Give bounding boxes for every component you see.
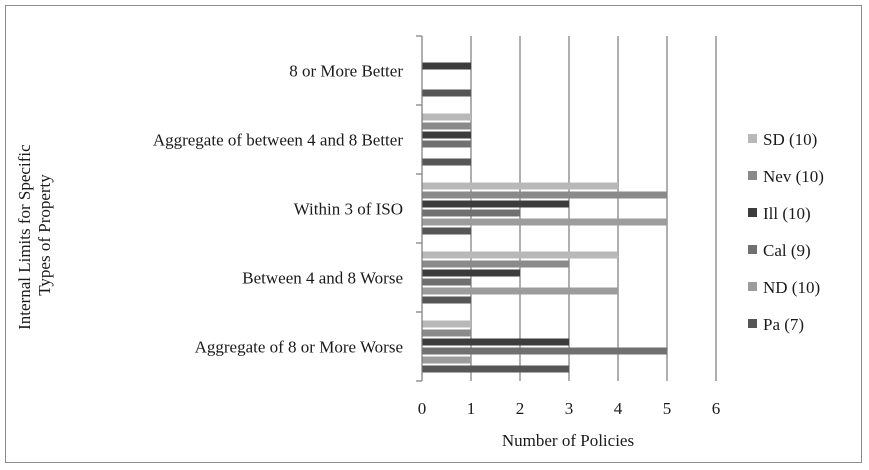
bar-pa	[422, 158, 471, 166]
legend-label: Nev (10)	[763, 167, 824, 186]
y-category-label: 8 or More Better	[289, 62, 403, 81]
x-tick-label-3: 3	[565, 399, 574, 418]
legend-swatch	[748, 319, 757, 328]
y-axis-title-line-1: Internal Limits for Specific	[15, 144, 34, 330]
y-axis-title-line-2: Types of Property	[35, 174, 54, 296]
bar-nd	[422, 287, 618, 295]
legend-swatch	[748, 245, 757, 254]
legend-swatch	[748, 208, 757, 217]
bar-cal	[422, 140, 471, 148]
axes	[416, 35, 423, 382]
bar-pa	[422, 89, 471, 97]
bar-nev	[422, 260, 569, 268]
bar-pa	[422, 227, 471, 235]
x-tick-label-4: 4	[614, 399, 623, 418]
bar-ill	[422, 338, 569, 346]
gridlines	[470, 36, 717, 381]
legend-label: ND (10)	[763, 278, 820, 297]
bar-nev	[422, 122, 471, 130]
legend-swatch	[748, 134, 757, 143]
bar-sd	[422, 182, 618, 190]
x-tick-label-0: 0	[418, 399, 427, 418]
bar-ill	[422, 200, 569, 208]
bar-nd	[422, 218, 667, 226]
bar-ill	[422, 131, 471, 139]
bar-pa	[422, 365, 569, 373]
legend-swatch	[748, 282, 757, 291]
bar-nev	[422, 329, 471, 337]
y-category-label: Between 4 and 8 Worse	[242, 269, 403, 288]
y-category-label: Aggregate of 8 or More Worse	[195, 338, 403, 357]
bar-ill	[422, 269, 520, 277]
legend-label: Ill (10)	[763, 204, 811, 223]
bar-nev	[422, 191, 667, 199]
x-tick-label-2: 2	[516, 399, 525, 418]
x-axis-title: Number of Policies	[502, 431, 634, 450]
bar-pa	[422, 296, 471, 304]
y-category-label: Within 3 of ISO	[294, 200, 403, 219]
bar-ill	[422, 62, 471, 70]
legend-swatch	[748, 171, 757, 180]
bar-cal	[422, 278, 471, 286]
bar-sd	[422, 320, 471, 328]
bar-nd	[422, 356, 471, 364]
x-tick-label-1: 1	[467, 399, 476, 418]
y-category-label: Aggregate of between 4 and 8 Better	[153, 131, 404, 150]
y-axis-title: Internal Limits for Specific Types of Pr…	[15, 140, 54, 330]
x-tick-label-6: 6	[712, 399, 721, 418]
labels: 0 1 2 3 4 5 6 Aggregate of 8 or More Worse Betwe…	[153, 62, 720, 419]
bar-cal	[422, 347, 667, 355]
legend-label: Pa (7)	[763, 315, 804, 334]
bar-sd	[422, 113, 471, 121]
legend: SD (10) Nev (10) Ill (10) Cal (9) ND (10) Pa …	[748, 130, 824, 334]
x-tick-label-5: 5	[663, 399, 672, 418]
legend-label: Cal (9)	[763, 241, 811, 260]
bars	[422, 62, 667, 373]
bar-cal	[422, 209, 520, 217]
bar-sd	[422, 251, 618, 259]
legend-label: SD (10)	[763, 130, 817, 149]
